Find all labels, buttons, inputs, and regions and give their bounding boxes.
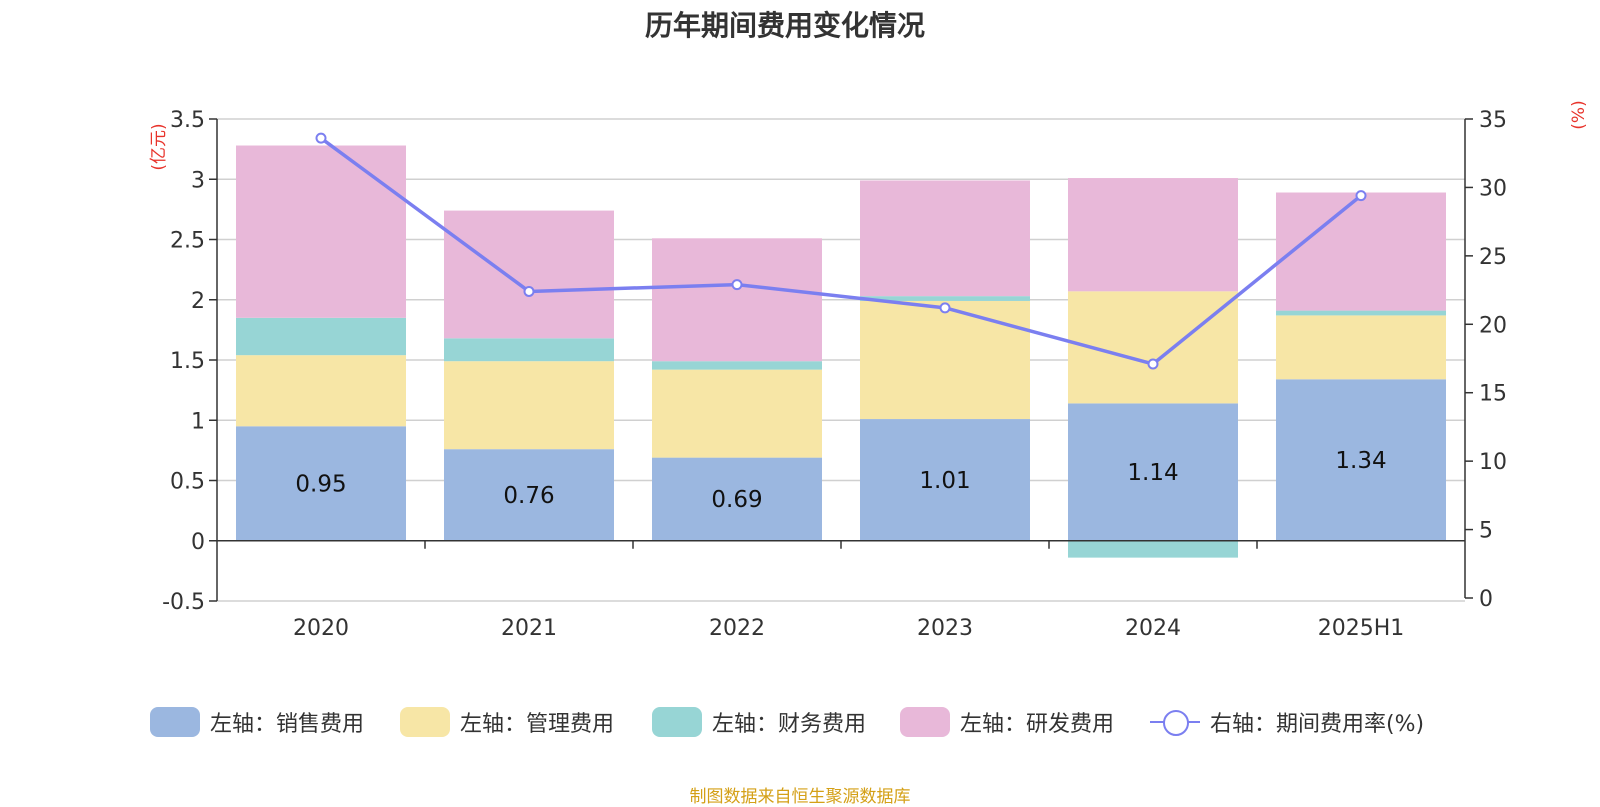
x-axis-tick-label: 2023 xyxy=(917,616,973,641)
left-axis-tick-label: 1 xyxy=(191,409,205,434)
bar-segment xyxy=(1276,379,1446,541)
legend-label: 左轴：销售费用 xyxy=(210,712,365,737)
grid-lines xyxy=(217,118,1465,602)
right-axis-tick-label: 35 xyxy=(1479,108,1507,133)
legend: 左轴：销售费用 左轴：管理费用 左轴：财务费用 左轴：研发费用 右轴：期间费用率(%) xyxy=(0,704,1580,740)
left-axis-tick-label: 2 xyxy=(191,289,205,314)
bar-segment xyxy=(652,238,822,362)
left-axis-tick-label: 0.5 xyxy=(170,470,205,495)
left-axis-tick-label: 2.5 xyxy=(170,229,205,254)
right-axis-unit: (%) xyxy=(1569,100,1589,129)
right-axis-tick-label: 5 xyxy=(1479,519,1493,544)
bar-segment xyxy=(444,210,614,339)
bar-segment xyxy=(860,296,1030,301)
right-axis-tick-label: 30 xyxy=(1479,176,1507,201)
right-axis-tick-label: 15 xyxy=(1479,382,1507,407)
rate-point xyxy=(1147,358,1159,370)
left-axis-tick-label: 3.5 xyxy=(170,108,205,133)
bar-segment xyxy=(860,180,1030,297)
legend-swatch xyxy=(652,707,702,737)
legend-label: 左轴：研发费用 xyxy=(960,712,1115,737)
data-label: 0.95 xyxy=(295,472,346,498)
bar-segment xyxy=(1068,540,1238,558)
right-axis-tick-label: 20 xyxy=(1479,313,1507,338)
bar-segment xyxy=(1276,310,1446,316)
x-axis-tick-label: 2024 xyxy=(1125,616,1181,641)
data-label: 0.76 xyxy=(503,483,554,509)
bar-segment xyxy=(236,317,406,356)
rate-point xyxy=(939,302,951,314)
legend-swatch xyxy=(900,707,950,737)
x-axis-tick-label: 2022 xyxy=(709,616,765,641)
data-labels: 0.95 0.76 0.69 1.01 1.14 1.34 xyxy=(295,448,1386,513)
rate-line xyxy=(319,136,1363,366)
legend-item[interactable]: 左轴：研发费用 xyxy=(900,704,1114,740)
bar-segment xyxy=(236,145,406,318)
bar-segment xyxy=(652,361,822,370)
bar-segment xyxy=(652,369,822,458)
data-label: 1.14 xyxy=(1127,460,1178,486)
bar-layer xyxy=(236,145,1446,558)
left-axis-tick-label: -0.5 xyxy=(162,590,205,615)
legend-item[interactable]: 左轴：销售费用 xyxy=(150,704,364,740)
bar-segment xyxy=(444,449,614,541)
bar-segment xyxy=(444,338,614,362)
legend-swatch xyxy=(150,707,200,737)
legend-item[interactable]: 左轴：管理费用 xyxy=(400,704,614,740)
legend-label: 右轴：期间费用率(%) xyxy=(1210,712,1425,737)
legend-item[interactable]: 左轴：财务费用 xyxy=(652,704,866,740)
rate-point xyxy=(731,279,743,291)
x-axis-tick-label: 2020 xyxy=(293,616,349,641)
left-axis-tick-label: 3 xyxy=(191,168,205,193)
legend-label: 左轴：管理费用 xyxy=(460,712,615,737)
rate-line-layer xyxy=(315,132,1367,370)
data-label: 1.34 xyxy=(1335,448,1386,474)
bar-segment xyxy=(1068,403,1238,541)
left-axis-tick-label: 0 xyxy=(191,530,205,555)
x-axis-tick-label: 2021 xyxy=(501,616,557,641)
right-axis-tick-label: 10 xyxy=(1479,450,1507,475)
bar-segment xyxy=(652,457,822,541)
bar-segment xyxy=(236,355,406,427)
x-axis-tick-label: 2025H1 xyxy=(1318,616,1405,641)
bar-segment xyxy=(860,419,1030,541)
bar-segment xyxy=(236,426,406,541)
right-axis-tick-label: 0 xyxy=(1479,587,1493,612)
rate-point xyxy=(523,285,535,297)
bar-segment xyxy=(1068,178,1238,292)
bar-segment xyxy=(444,361,614,450)
bar-segment xyxy=(1276,315,1446,380)
legend-line-marker-icon xyxy=(1150,707,1200,737)
left-axis-unit: (亿元) xyxy=(149,123,169,170)
data-label: 0.69 xyxy=(711,487,762,513)
axes: 3.5 3 2.5 2 1.5 1 0.5 0 -0.5 35 30 25 20 15 10 5 0 (亿元) (%… xyxy=(149,100,1589,641)
data-label: 1.01 xyxy=(919,468,970,494)
right-axis-tick-label: 25 xyxy=(1479,245,1507,270)
rate-point xyxy=(315,132,327,144)
bar-segment xyxy=(1276,192,1446,311)
left-axis-tick-label: 1.5 xyxy=(170,349,205,374)
legend-label: 左轴：财务费用 xyxy=(712,712,867,737)
bar-segment xyxy=(860,300,1030,420)
source-note: 制图数据来自恒生聚源数据库 xyxy=(689,787,911,807)
legend-swatch xyxy=(400,707,450,737)
legend-item[interactable]: 右轴：期间费用率(%) xyxy=(1150,704,1424,740)
chart-title: 历年期间费用变化情况 xyxy=(644,9,925,42)
rate-point xyxy=(1355,190,1367,202)
